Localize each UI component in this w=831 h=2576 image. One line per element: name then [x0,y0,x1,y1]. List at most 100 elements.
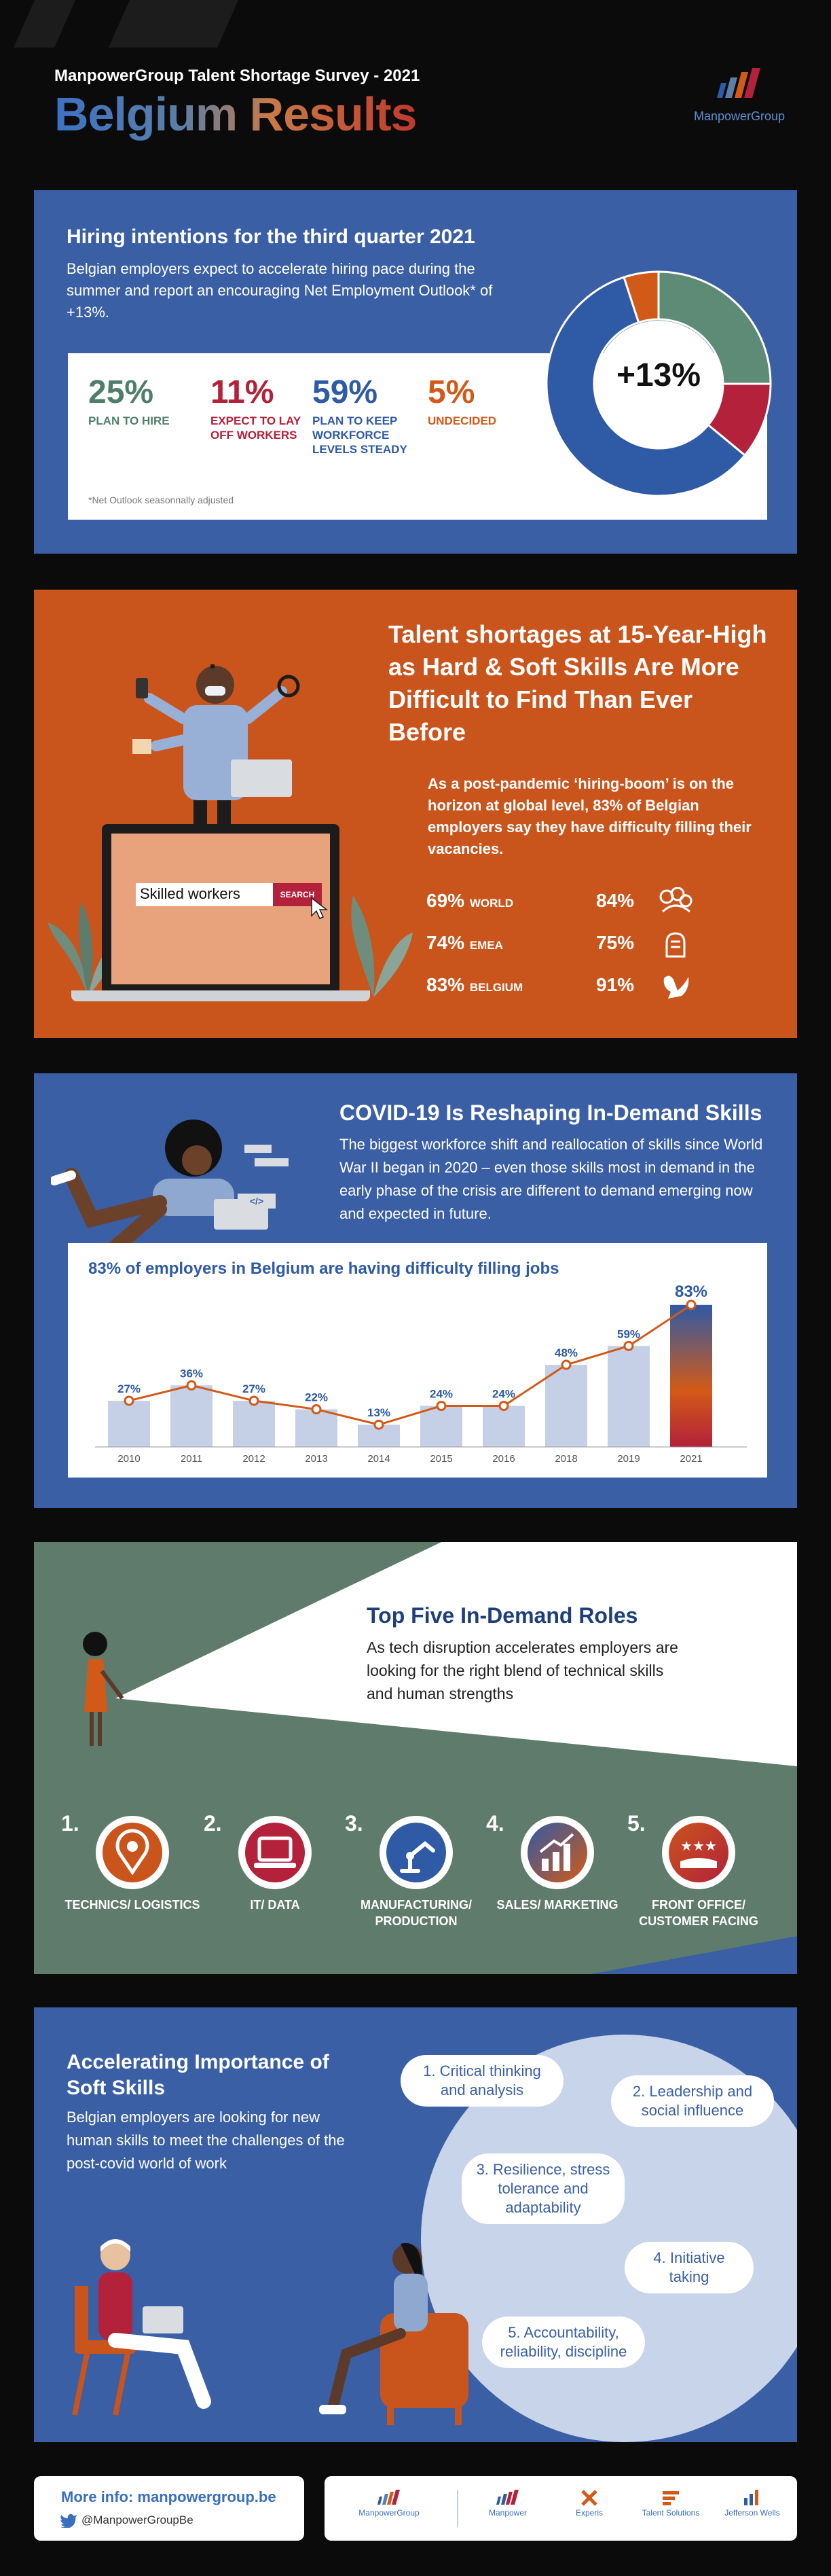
covid-title: COVID-19 Is Reshaping In-Demand Skills [339,1101,762,1125]
soft-skill-1: 1. Critical thinking and analysis [401,2055,564,2107]
manpowergroup-mark-icon [377,2490,400,2505]
manpower-mark-icon [496,2490,519,2505]
shortage-title: Talent shortages at 15-Year-High as Hard… [388,620,767,746]
soft-skills-title: Accelerating Importance of Soft Skills [67,2051,329,2099]
rating-stars-icon: ★★★ [662,1816,735,1889]
x-tick-2015: 2015 [430,1453,452,1465]
decorative-stripe [13,0,82,48]
covid-skills-section: </> COVID-19 Is Reshaping In-Demand Skil… [34,1073,797,1508]
soft-skills-section: Accelerating Importance of Soft Skills B… [34,2007,797,2442]
x-tick-2018: 2018 [555,1453,577,1465]
bar-2015 [420,1406,462,1447]
location-pin-icon [96,1816,169,1889]
page-title: Belgium Results [54,88,417,141]
data-label-2021: 83% [675,1283,707,1301]
difficulty-bar-chart: 27% 2010 36% 2011 27% 2012 22% 2013 13% 2014 24% 20… [95,1283,747,1465]
twitter-icon [60,2514,77,2528]
lion-icon [665,932,686,958]
hiring-donut-chart [545,270,772,497]
data-label-2018: 48% [555,1346,578,1359]
trend-point-2018 [561,1359,572,1370]
flowers-icon [659,887,692,913]
talent-shortage-section: Skilled workers SEARCH Talent shortages … [34,590,797,1038]
laptop-screen [111,834,330,984]
soft-skill-5: 5. Accountability, reliability, discipli… [482,2316,645,2368]
roles-title: Top Five In-Demand Roles [367,1603,638,1628]
footer-brands: ManpowerGroup Manpower Experis Talent So… [325,2476,797,2541]
bar-2010 [108,1400,150,1447]
stat-plan-to-hire: 25% PLAN TO HIRE [88,374,170,427]
x-tick-2016: 2016 [492,1453,515,1465]
donut-hole [595,321,722,447]
data-label-2016: 24% [492,1388,515,1401]
footer-divider [457,2490,458,2527]
difficulty-chart-card: 27% 2010 36% 2011 27% 2012 22% 2013 13% 2014 24% 20… [68,1243,767,1478]
trend-point-2019 [623,1340,634,1351]
data-label-2013: 22% [305,1391,328,1404]
donut-slice [623,270,660,324]
brand-jefferson-wells: Jefferson Wells [715,2490,790,2518]
net-outlook-value: +13% [616,357,701,393]
x-tick-2010: 2010 [117,1453,140,1465]
bar-2013 [295,1409,337,1447]
person-with-flashlight-illustration [83,1632,124,1746]
stat-undecided: 5% UNDECIDED [428,374,497,427]
jefferson-wells-mark-icon [744,2490,758,2505]
covid-description: The biggest workforce shift and realloca… [339,1136,763,1222]
laptop-illustration [102,824,339,994]
bar-2012 [233,1400,275,1447]
spotlight-beam [115,1542,797,1974]
talent-solutions-mark-icon [663,2491,679,2505]
trend-point-2021 [686,1300,697,1310]
bar-2011 [170,1385,213,1447]
roles-description: As tech disruption accelerates employers… [367,1639,678,1702]
data-label-2011: 36% [180,1367,203,1380]
in-demand-roles-section: Top Five In-Demand Roles As tech disrupt… [34,1542,797,1974]
x-tick-2011: 2011 [181,1453,202,1465]
plant-right-icon [351,895,413,997]
bar-2021 [670,1304,712,1447]
brand-manpowergroup: ManpowerGroup [352,2490,426,2518]
robot-arm-icon [380,1816,453,1889]
soft-skills-description: Belgian employers are looking for new hu… [67,2109,345,2172]
hiring-description: Belgian employers expect to accelerate h… [67,260,493,321]
trend-point-2016 [498,1401,509,1412]
more-info-link[interactable]: More info: manpowergroup.be [61,2488,276,2505]
stat-keep-steady: 59% PLAN TO KEEP WORKFORCE LEVELS STEADY [312,374,407,456]
bar-2019 [608,1346,650,1447]
x-tick-2013: 2013 [305,1453,327,1465]
bar-2018 [545,1365,587,1447]
manpowergroup-logo-icon [717,68,760,98]
trend-point-2015 [436,1401,447,1412]
soft-skill-2: 2. Leadership and social influence [611,2075,774,2127]
cursor-icon [311,897,329,919]
donut-slice [545,276,747,497]
search-input[interactable]: Skilled workers [136,883,278,906]
donut-slice [657,270,772,385]
brand-manpower: Manpower [470,2490,545,2518]
code-tag-badge: </> [238,1194,276,1209]
trend-point-2011 [186,1380,197,1391]
trend-point-2014 [373,1419,384,1430]
data-label-2014: 13% [367,1406,390,1419]
data-label-2012: 27% [242,1382,265,1395]
data-label-2019: 59% [617,1327,640,1340]
brand-talent-solutions: Talent Solutions [633,2490,708,2518]
bar-2016 [483,1406,525,1447]
svg-text:★★★: ★★★ [680,1838,717,1854]
laptop-icon [238,1816,312,1889]
data-label-2010: 27% [117,1382,141,1395]
survey-subtitle: ManpowerGroup Talent Shortage Survey - 2… [54,67,420,85]
twitter-handle[interactable]: @ManpowerGroupBe [81,2514,193,2526]
trend-line [128,1304,692,1426]
growth-chart-icon [521,1816,594,1889]
trend-point-2010 [124,1395,134,1406]
manpowergroup-logo: ManpowerGroup [682,68,797,124]
x-tick-2012: 2012 [242,1453,265,1465]
experis-mark-icon [581,2490,597,2506]
hiring-title: Hiring intentions for the third quarter … [67,226,475,248]
logo-name: ManpowerGroup [693,109,786,123]
trend-point-2013 [311,1404,322,1415]
x-tick-2014: 2014 [367,1453,390,1465]
decorative-stripe [108,0,245,48]
